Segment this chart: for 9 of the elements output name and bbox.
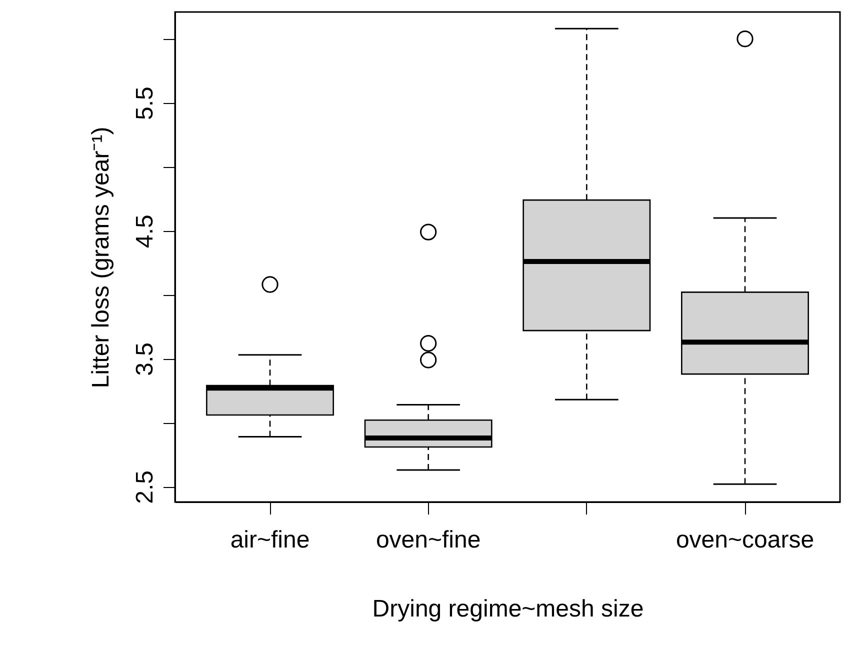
y-tick-label: 3.5 — [132, 342, 158, 376]
y-axis-title: Litter loss (grams year⁻¹) — [88, 126, 114, 388]
y-tick-label: 2.5 — [132, 470, 158, 504]
x-tick-label: oven~coarse — [676, 526, 814, 554]
y-tick-label: 4.5 — [132, 214, 158, 248]
y-tick-label: 5.5 — [132, 86, 158, 120]
x-axis-title: Drying regime~mesh size — [372, 596, 644, 622]
x-tick-label: oven~fine — [376, 526, 481, 554]
x-tick-label: air~fine — [230, 526, 310, 554]
